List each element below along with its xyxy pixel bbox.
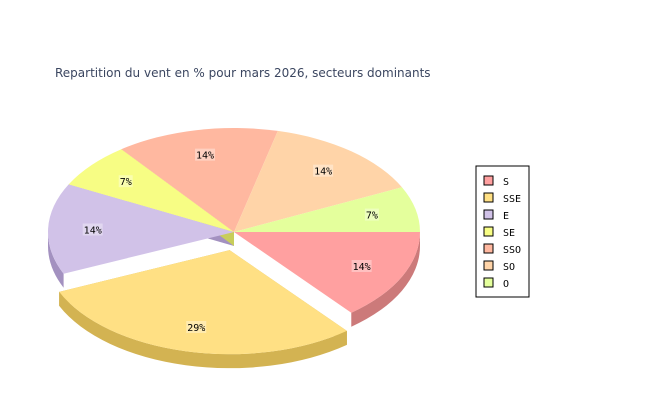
pie-label-o: 7% — [366, 211, 378, 222]
pie-label-bg-e — [82, 223, 103, 236]
legend-label-o: O — [503, 279, 509, 290]
pie-labels-layer: 14% 29% 14% 7% 14% 14% 7% — [82, 148, 379, 334]
legend-swatch-sso — [483, 243, 494, 254]
pie-slices-layer — [47, 128, 420, 355]
legend-label-e: E — [503, 211, 509, 222]
pie-label-sse: 29% — [187, 323, 205, 334]
legend-swatch-so — [483, 260, 494, 271]
legend-swatch-sse — [483, 192, 494, 203]
pie-side-s — [351, 232, 420, 327]
pie-slice-o — [234, 187, 420, 232]
pie-label-sso: 14% — [196, 151, 214, 162]
pie-label-so: 14% — [314, 167, 332, 178]
pie-label-bg-sso — [195, 148, 216, 161]
pie-label-bg-sse — [186, 320, 207, 333]
pie-slice-s — [234, 232, 420, 313]
legend-label-s: S — [503, 177, 509, 188]
legend-swatch-se — [483, 226, 494, 237]
legend-swatch-e — [483, 209, 494, 220]
pie-slice-sse — [59, 250, 347, 355]
pie-label-bg-se — [118, 175, 133, 188]
pie-slice-e — [47, 184, 234, 274]
pie-label-bg-so — [313, 164, 334, 177]
legend: S SSE E SE SSO SO O — [475, 165, 530, 298]
pie-side-e — [48, 232, 64, 288]
pie-slice-sso — [121, 128, 278, 232]
pie-slice-se — [68, 149, 234, 232]
pie-label-e: 14% — [84, 225, 102, 236]
legend-label-sse: SSE — [503, 194, 521, 205]
legend-label-so: SO — [503, 262, 515, 273]
legend-swatch-s — [483, 175, 494, 186]
pie-label-s: 14% — [353, 262, 371, 273]
legend-swatch-o — [483, 277, 494, 288]
legend-label-sso: SSO — [503, 245, 521, 256]
pie-slice-so — [234, 130, 402, 232]
pie-label-bg-s — [351, 259, 372, 272]
legend-label-se: SE — [503, 228, 515, 239]
pie-label-se: 7% — [120, 177, 132, 188]
pie-label-bg-o — [364, 208, 379, 221]
chart-title: Repartition du vent en % pour mars 2026,… — [55, 66, 431, 80]
pie-side-sse — [59, 291, 347, 369]
